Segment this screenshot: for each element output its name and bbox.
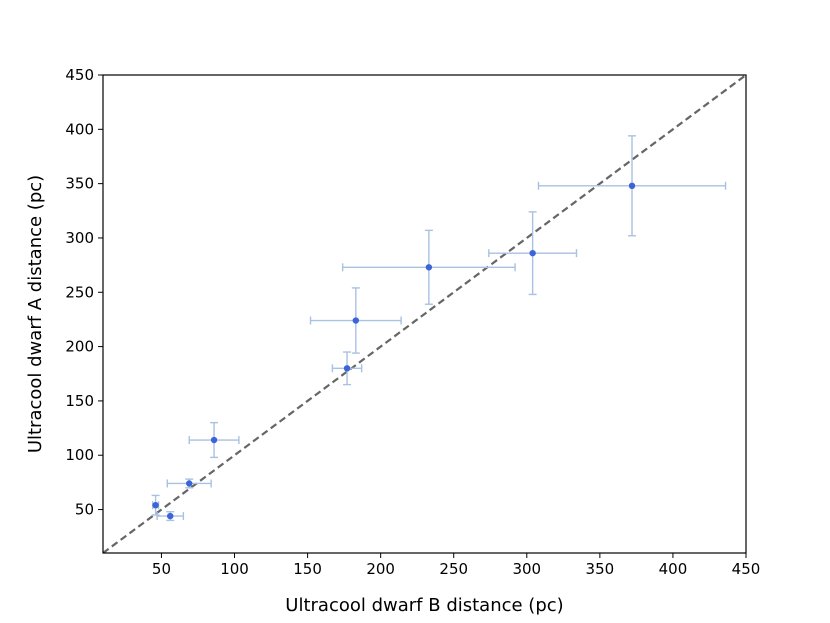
x-tick-label: 50 xyxy=(152,560,171,578)
data-point-4 xyxy=(210,436,218,444)
data-point-9 xyxy=(628,182,636,190)
data-point-6 xyxy=(352,317,360,324)
plot-frame xyxy=(102,74,747,554)
data-point-5 xyxy=(343,365,351,372)
x-tick-label: 450 xyxy=(732,560,761,578)
data-point-3 xyxy=(186,480,193,487)
data-point-7 xyxy=(425,264,433,271)
x-tick-label: 200 xyxy=(366,560,395,578)
x-tick-label: 400 xyxy=(659,560,688,578)
y-tick-label: 450 xyxy=(65,66,94,84)
y-tick-label: 100 xyxy=(65,446,94,464)
x-tick-label: 100 xyxy=(220,560,249,578)
y-tick-label: 350 xyxy=(65,175,94,193)
x-tick-label: 300 xyxy=(512,560,541,578)
x-tick-label: 250 xyxy=(439,560,468,578)
reference-line-one-to-one xyxy=(103,75,746,553)
y-tick-label: 250 xyxy=(65,283,94,301)
y-tick-label: 200 xyxy=(65,338,94,356)
y-tick-label: 50 xyxy=(75,501,94,519)
x-axis-label: Ultracool dwarf B distance (pc) xyxy=(285,595,563,616)
data-point-1 xyxy=(152,502,159,509)
x-tick-label: 350 xyxy=(586,560,615,578)
y-tick-label: 400 xyxy=(65,120,94,138)
data-point-8 xyxy=(529,249,536,257)
y-tick-label: 150 xyxy=(65,392,94,410)
x-tick-label: 150 xyxy=(293,560,322,578)
data-point-2 xyxy=(167,512,174,520)
y-axis-label: Ultracool dwarf A distance (pc) xyxy=(25,175,46,453)
y-tick-label: 300 xyxy=(65,229,94,247)
